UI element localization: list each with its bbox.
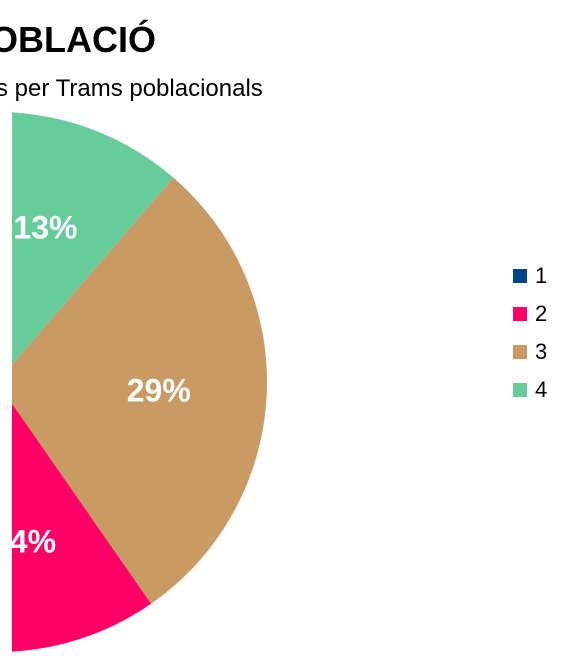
legend-label: 4 [535, 377, 547, 402]
legend-swatch [513, 307, 527, 321]
data-label: 14% [0, 524, 56, 560]
data-label: 13% [13, 209, 77, 245]
pie-slice [12, 403, 152, 652]
data-label: 29% [127, 372, 191, 408]
legend-label: 1 [535, 263, 547, 288]
legend-label: 2 [535, 301, 547, 326]
pie-slice [12, 112, 174, 365]
legend-swatch [513, 345, 527, 359]
chart-title: OBLACIÓ [0, 18, 156, 60]
legend-label: 3 [535, 339, 547, 364]
legend: 1 2 3 4 [513, 263, 547, 402]
pie: 13%29%14%44% [0, 112, 268, 652]
pie-slice [12, 177, 268, 604]
legend-swatch [513, 269, 527, 283]
chart-subtitle: s per Trams poblacionals [0, 75, 263, 102]
legend-swatch [513, 383, 527, 397]
